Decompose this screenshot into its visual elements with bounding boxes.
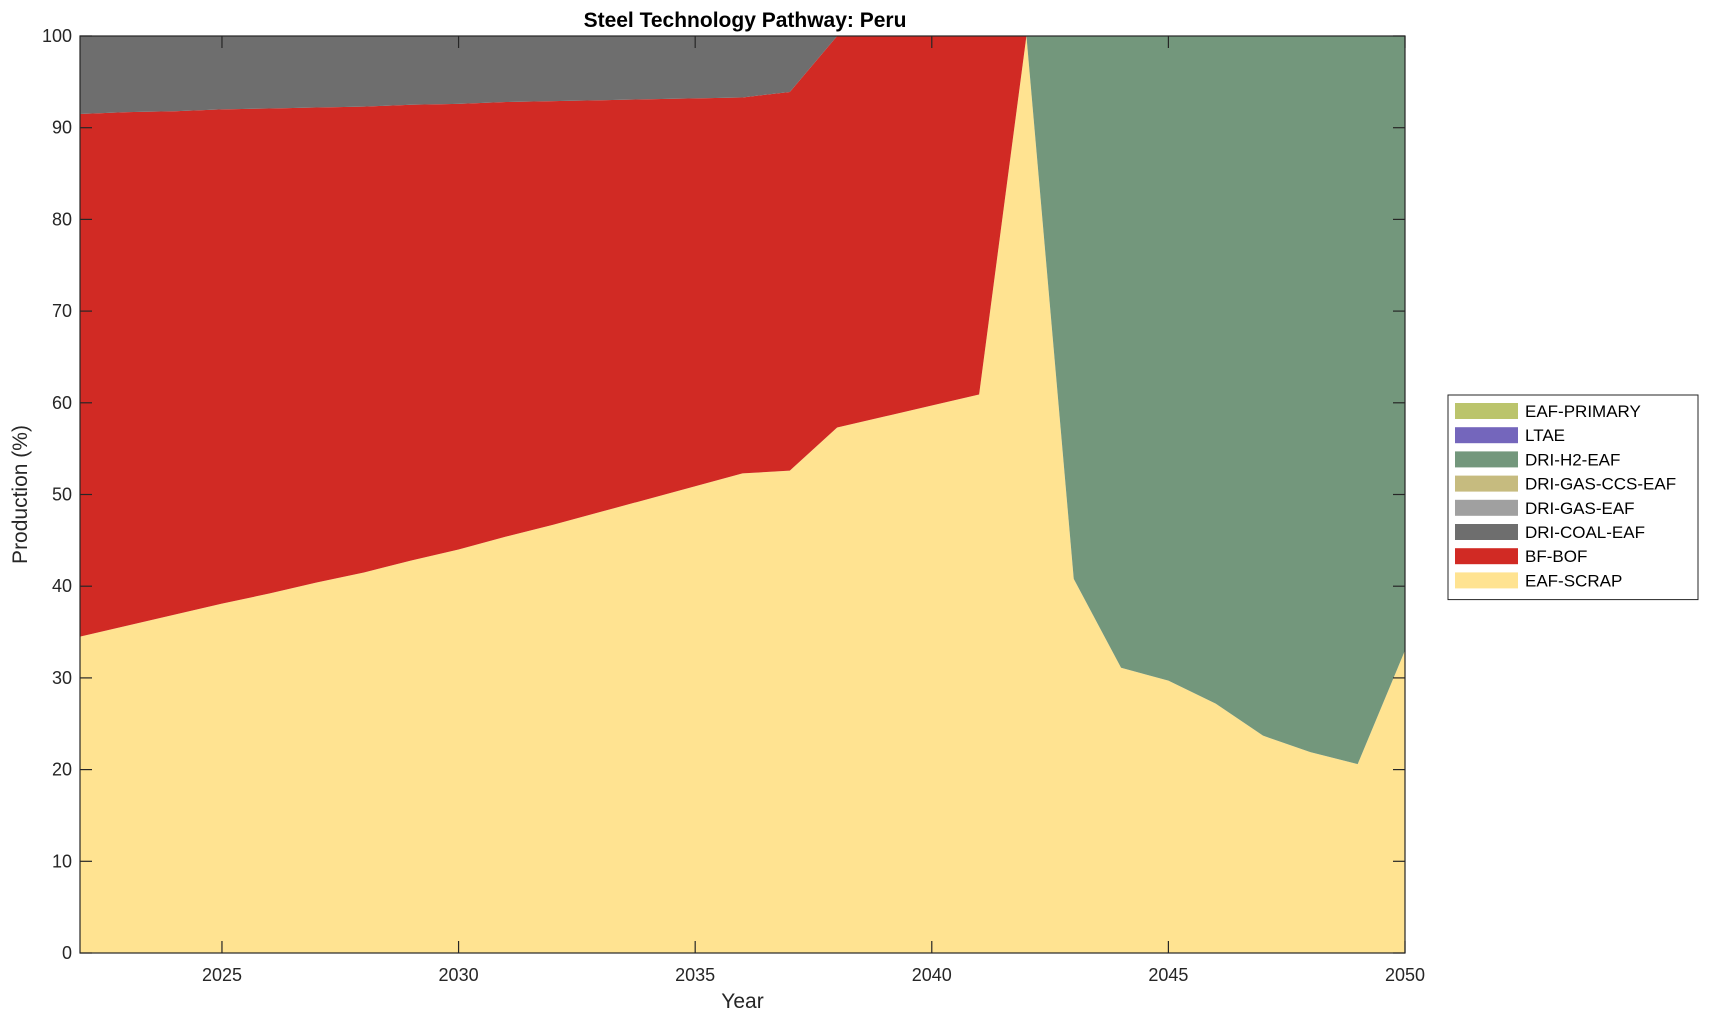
legend-label-eaf-primary: EAF-PRIMARY <box>1525 402 1641 421</box>
area-eaf-scrap <box>80 36 1405 953</box>
y-tick-label: 60 <box>52 393 72 413</box>
y-tick-label: 0 <box>62 943 72 963</box>
legend-swatch-ltae <box>1455 427 1518 444</box>
x-tick-label: 2025 <box>202 965 242 985</box>
x-tick-label: 2030 <box>439 965 479 985</box>
legend-swatch-dri-gas-eaf <box>1455 499 1518 516</box>
legend-swatch-eaf-scrap <box>1455 572 1518 589</box>
legend-label-bf-bof: BF-BOF <box>1525 547 1587 566</box>
y-tick-label: 70 <box>52 301 72 321</box>
area-bf-bof <box>80 36 1405 765</box>
legend-label-ltae: LTAE <box>1525 426 1565 445</box>
y-tick-label: 80 <box>52 209 72 229</box>
legend-swatch-eaf-primary <box>1455 403 1518 419</box>
y-tick-label: 20 <box>52 760 72 780</box>
legend-label-dri-coal-eaf: DRI-COAL-EAF <box>1525 523 1645 542</box>
legend-label-eaf-scrap: EAF-SCRAP <box>1525 571 1622 590</box>
legend: EAF-PRIMARY LTAE DRI-H2-EAF DRI-GAS-CCS-EAF… <box>1447 394 1699 601</box>
legend-label-dri-h2-eaf: DRI-H2-EAF <box>1525 450 1620 469</box>
y-tick-label: 90 <box>52 118 72 138</box>
y-tick-label: 50 <box>52 485 72 505</box>
y-tick-label: 30 <box>52 668 72 688</box>
plot-areas <box>80 36 1405 953</box>
legend-swatch-dri-h2-eaf <box>1455 451 1518 468</box>
x-tick-label: 2035 <box>675 965 715 985</box>
legend-swatch-dri-coal-eaf <box>1455 524 1518 540</box>
x-axis-label: Year <box>721 990 763 1013</box>
y-tick-label: 40 <box>52 576 72 596</box>
y-axis-label: Production (%) <box>9 425 32 564</box>
x-tick-label: 2045 <box>1148 965 1188 985</box>
legend-swatch-bf-bof <box>1455 548 1518 565</box>
y-tick-label: 10 <box>52 851 72 871</box>
legend-label-dri-gas-eaf: DRI-GAS-EAF <box>1525 499 1635 518</box>
y-tick-label: 100 <box>42 26 72 46</box>
chart-title: Steel Technology Pathway: Peru <box>584 9 907 32</box>
x-tick-label: 2040 <box>912 965 952 985</box>
area-dri-coal-eaf <box>80 36 1405 765</box>
y-axis: 0 10 20 30 40 50 60 70 80 90 100 <box>42 26 1405 963</box>
legend-box <box>1447 394 1699 601</box>
x-tick-label: 2050 <box>1385 965 1425 985</box>
x-axis: 2025 2030 2035 2040 2045 2050 <box>202 36 1425 985</box>
area-dri-h2-eaf <box>80 36 1405 765</box>
legend-swatch-dri-gas-ccs-eaf <box>1455 475 1518 492</box>
legend-label-dri-gas-ccs-eaf: DRI-GAS-CCS-EAF <box>1525 475 1676 494</box>
